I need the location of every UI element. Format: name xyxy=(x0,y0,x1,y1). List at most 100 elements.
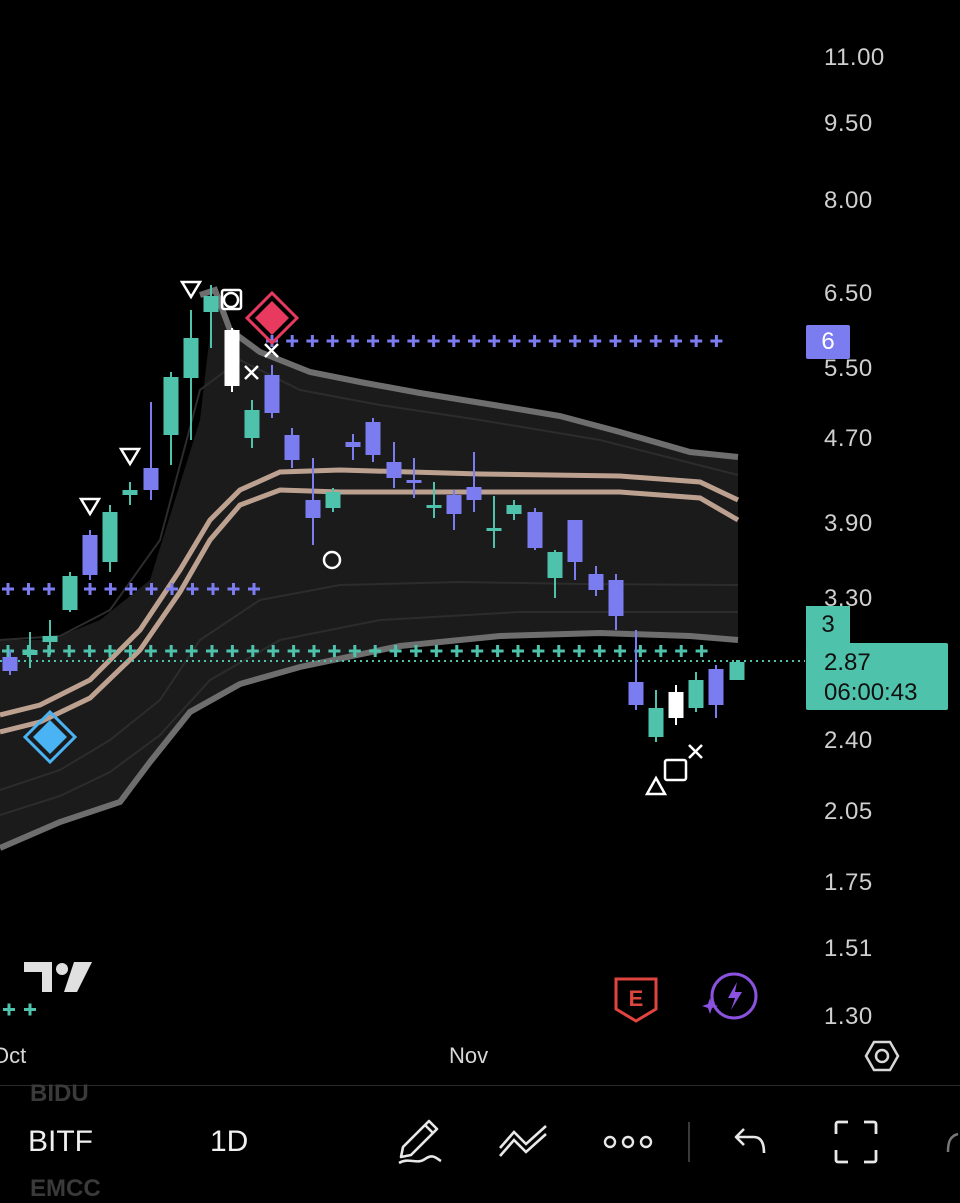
price-axis-label: 1.51 xyxy=(824,935,873,962)
candle xyxy=(345,434,361,460)
level-marker xyxy=(150,583,153,595)
candle-body xyxy=(588,574,604,590)
candle-body xyxy=(628,682,644,705)
candle-body xyxy=(466,487,482,500)
level-marker xyxy=(108,645,112,657)
level-marker xyxy=(210,645,214,657)
indicators-icon[interactable] xyxy=(496,1122,552,1158)
level-marker xyxy=(613,335,617,347)
band-inner-lower xyxy=(0,580,739,791)
last-price-badge: 2.87 06:00:43 xyxy=(806,643,948,710)
watchlist-next-symbol[interactable]: EMCC xyxy=(30,1175,101,1202)
chart-settings-icon[interactable] xyxy=(864,1038,900,1074)
candle xyxy=(203,285,219,348)
candle-body xyxy=(668,692,684,718)
last-price-value: 2.87 xyxy=(824,649,871,676)
candle xyxy=(102,505,118,572)
price-axis-label: 2.05 xyxy=(824,798,873,825)
level-marker xyxy=(391,335,395,347)
more-icon[interactable] xyxy=(602,1132,654,1152)
candle xyxy=(506,500,522,520)
lightning-icon[interactable] xyxy=(702,970,762,1024)
level-marker xyxy=(553,335,557,347)
price-axis-label: 4.70 xyxy=(824,425,873,452)
overflow-icon[interactable] xyxy=(940,1130,960,1160)
level-marker xyxy=(618,645,622,657)
signal-markers xyxy=(78,280,703,796)
candle-body xyxy=(567,520,583,562)
level-marker xyxy=(659,645,663,657)
level-marker xyxy=(47,645,51,657)
candle-body xyxy=(122,490,138,495)
level-marker xyxy=(598,645,602,657)
time-axis-label: Nov xyxy=(449,1043,489,1068)
candle xyxy=(386,442,402,488)
support-level-markers xyxy=(2,645,708,657)
bottom-level-markers xyxy=(3,1003,36,1016)
level-marker xyxy=(190,645,194,657)
level-marker xyxy=(312,645,316,657)
level-marker xyxy=(88,583,92,595)
level-marker xyxy=(714,335,718,347)
candle xyxy=(82,530,98,580)
level-marker xyxy=(411,335,415,347)
circle-marker xyxy=(222,291,240,309)
level-marker xyxy=(516,645,520,657)
candle xyxy=(729,660,745,680)
triangle-up-marker xyxy=(644,775,668,796)
price-axis-label: 5.50 xyxy=(824,355,873,382)
candle xyxy=(648,690,664,742)
candle-body xyxy=(386,462,402,478)
price-chart[interactable] xyxy=(0,0,960,1085)
level-marker xyxy=(6,583,10,595)
level-marker xyxy=(472,335,476,347)
candle-body xyxy=(325,492,341,508)
symbol-name[interactable]: BITF xyxy=(28,1125,93,1158)
candle xyxy=(325,488,341,512)
candle xyxy=(284,428,300,468)
tradingview-logo-icon[interactable] xyxy=(22,960,94,996)
level-marker xyxy=(331,335,335,347)
candle-body xyxy=(163,377,179,435)
candle-body xyxy=(22,650,38,655)
watchlist-prev-symbol[interactable]: BIDU xyxy=(30,1080,89,1107)
price-axis-label: 9.50 xyxy=(824,110,873,137)
candle xyxy=(608,574,624,630)
candle xyxy=(122,482,138,505)
level-marker xyxy=(577,645,581,657)
toolbar-divider xyxy=(688,1122,690,1162)
band-outer-upper xyxy=(199,286,739,460)
triangle-down-marker xyxy=(78,497,102,517)
candle-body xyxy=(608,580,624,616)
level-marker xyxy=(432,335,436,347)
level-marker xyxy=(292,645,296,657)
fullscreen-icon[interactable] xyxy=(832,1118,880,1166)
band-inner-lower-2 xyxy=(0,611,738,816)
candle xyxy=(708,665,724,718)
candle-body xyxy=(2,657,18,671)
level-marker xyxy=(27,583,30,595)
level-marker xyxy=(496,645,500,657)
triangle-down-marker xyxy=(118,447,142,467)
candle-body xyxy=(406,480,422,483)
candle-body xyxy=(506,505,522,514)
band-mid-upper xyxy=(0,467,740,718)
candle xyxy=(466,452,482,512)
candle-body xyxy=(446,495,462,514)
level-marker xyxy=(169,645,173,657)
buy-diamond-signal xyxy=(22,709,78,765)
pen-icon[interactable] xyxy=(393,1115,445,1167)
band-outer-lower xyxy=(0,629,739,851)
time-axis-label: Oct xyxy=(0,1043,27,1068)
level-marker xyxy=(593,335,597,347)
level-marker xyxy=(67,645,71,657)
bar-countdown: 06:00:43 xyxy=(824,679,918,706)
candle xyxy=(688,672,704,712)
earnings-icon[interactable]: E xyxy=(612,975,660,1023)
candle xyxy=(264,365,280,418)
circle-marker xyxy=(322,550,342,570)
x-marker xyxy=(688,744,703,759)
undo-icon[interactable] xyxy=(732,1125,768,1157)
candle xyxy=(244,400,260,448)
interval-selector[interactable]: 1D xyxy=(210,1125,249,1158)
